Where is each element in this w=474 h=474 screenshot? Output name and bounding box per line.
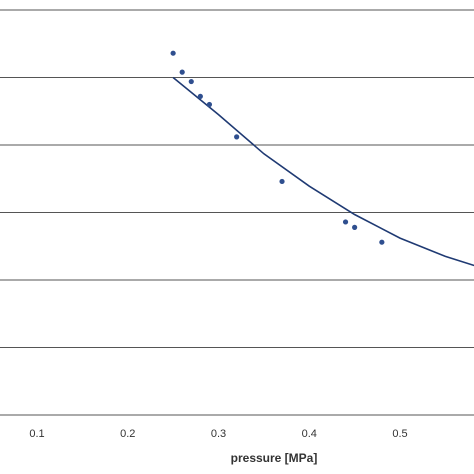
data-point-9: [352, 224, 358, 230]
gridlines: [0, 9, 474, 416]
data-point-4: [197, 93, 203, 99]
trendline-group: [172, 76, 474, 267]
x-axis-ticks: 0.1 0.2 0.3 0.4 0.5: [29, 428, 407, 440]
data-point-10: [379, 239, 385, 245]
data-point-1: [170, 50, 176, 56]
data-points: [170, 50, 385, 245]
data-point-8: [342, 219, 349, 225]
x-tick-label-2: 0.2: [120, 428, 135, 440]
trend-line: [172, 76, 474, 267]
x-tick-label-3: 0.3: [211, 428, 226, 440]
data-point-5: [206, 101, 213, 108]
data-point-6: [234, 134, 240, 140]
data-point-2: [179, 69, 185, 75]
x-tick-label-1: 0.1: [29, 428, 44, 440]
x-axis-title: pressure [MPa]: [231, 451, 318, 465]
data-point-3: [188, 78, 194, 85]
x-tick-label-4: 0.4: [302, 428, 317, 440]
data-point-7: [279, 178, 285, 185]
x-tick-label-5: 0.5: [392, 428, 407, 440]
